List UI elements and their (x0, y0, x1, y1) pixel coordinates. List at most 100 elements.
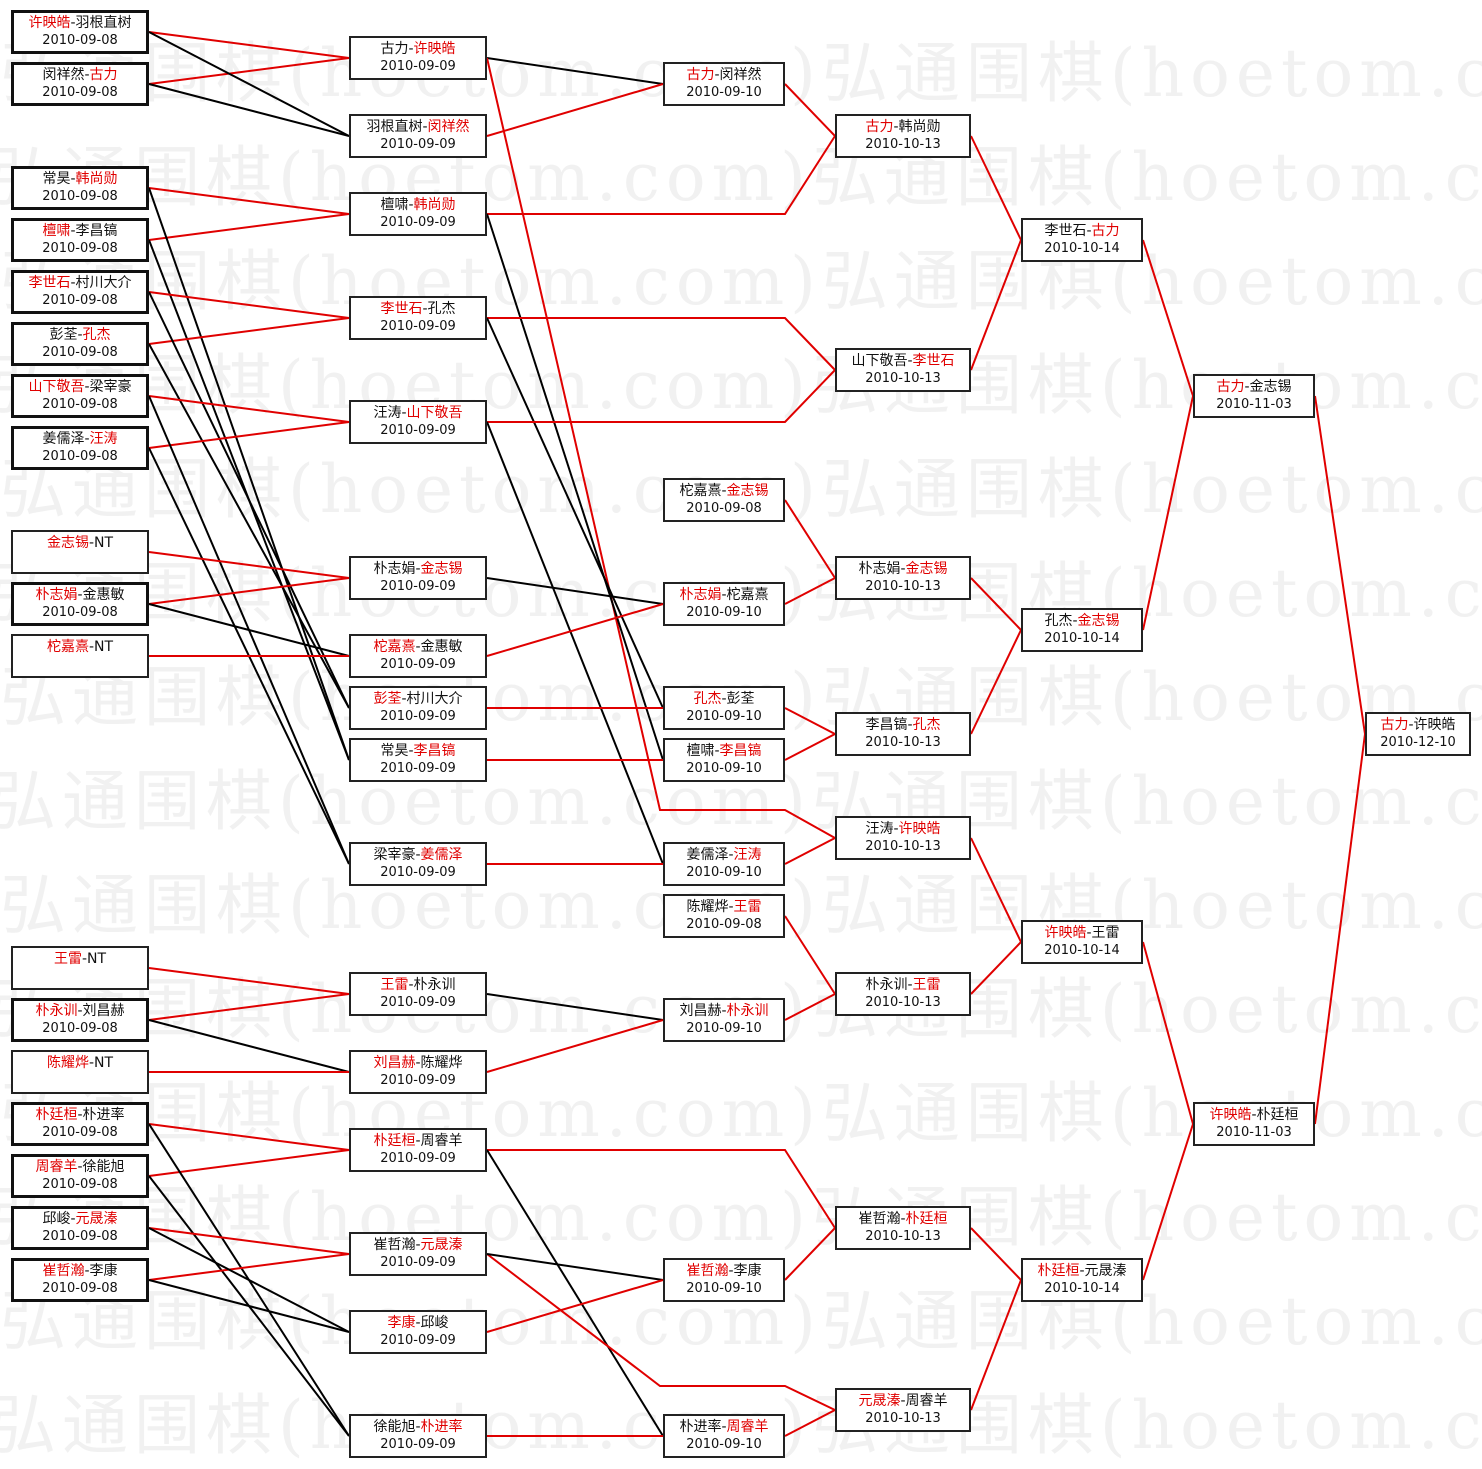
match-box: 崔哲瀚-李康 2010-09-10 (663, 1258, 785, 1302)
separator: - (88, 1055, 95, 1071)
loser-name: 柁嘉熹 (679, 483, 722, 499)
match-players: 许映皓-羽根直树 (14, 14, 146, 32)
match-players: 朴志娟-金志锡 (837, 560, 969, 578)
separator: - (900, 1211, 906, 1227)
separator: - (1079, 1263, 1085, 1279)
winner-advance-line (486, 57, 836, 839)
match-box: 山下敬吾-李世石 2010-10-13 (835, 348, 971, 392)
match-date: 2010-10-14 (1044, 631, 1120, 646)
separator: - (415, 561, 421, 577)
loser-name: 姜儒泽 (686, 847, 729, 863)
loser-advance-line (148, 187, 350, 761)
separator: - (728, 847, 734, 863)
loser-name: 王雷 (1091, 925, 1120, 941)
separator: - (422, 301, 428, 317)
loser-advance-line (486, 1253, 664, 1281)
separator: - (900, 1393, 906, 1409)
loser-name: 邱峻 (42, 1211, 71, 1227)
winner-advance-line (148, 551, 350, 579)
loser-name: 金惠敏 (82, 587, 125, 603)
loser-name: 朴永训 (413, 977, 456, 993)
loser-name: 村川大介 (406, 691, 463, 707)
winner-advance-line (784, 577, 836, 605)
match-players: 古力-许映皓 (351, 40, 485, 58)
winner-name: 古力 (89, 67, 118, 83)
loser-name: NT (94, 1055, 114, 1071)
match-players: 徐能旭-朴进率 (351, 1418, 485, 1436)
winner-advance-line (970, 239, 1022, 371)
loser-name: 孔杰 (1044, 613, 1073, 629)
winner-name: 金志锡 (1077, 613, 1120, 629)
loser-name: NT (94, 535, 114, 551)
match-box: 汪涛-山下敬吾 2010-09-09 (349, 400, 487, 444)
winner-advance-line (1314, 733, 1366, 1125)
winner-advance-line (1142, 941, 1194, 1125)
match-players: 梁宰豪-姜儒泽 (351, 846, 485, 864)
separator: - (415, 1055, 421, 1071)
winner-advance-line (148, 1253, 350, 1281)
match-date: 2010-09-08 (686, 501, 762, 516)
loser-advance-line (148, 291, 350, 709)
match-players: 古力-金志锡 (1195, 378, 1313, 396)
match-players: 姜儒泽-汪涛 (14, 430, 146, 448)
separator: - (907, 353, 913, 369)
match-box: 刘昌赫-陈耀烨 2010-09-09 (349, 1050, 487, 1094)
winner-advance-line (487, 1149, 836, 1229)
loser-name: 韩尚勋 (898, 119, 941, 135)
winner-advance-line (970, 577, 1022, 631)
match-players: 朴志娟-柁嘉熹 (665, 586, 783, 604)
loser-name: 金惠敏 (420, 639, 463, 655)
winner-name: 朴永训 (35, 1003, 78, 1019)
winner-name: 许映皓 (413, 41, 456, 57)
match-players: 许映皓-朴廷桓 (1195, 1106, 1313, 1124)
match-players: 朴志娟-金惠敏 (14, 586, 146, 604)
match-players: 陈耀烨-王雷 (665, 898, 783, 916)
match-date: 2010-09-08 (42, 1177, 118, 1192)
match-box: 崔哲瀚-元晟溱 2010-09-09 (349, 1232, 487, 1276)
winner-name: 古力 (1091, 223, 1120, 239)
loser-name: 柁嘉熹 (726, 587, 769, 603)
loser-name: 闵祥然 (719, 67, 762, 83)
loser-name: 徐能旭 (82, 1159, 125, 1175)
loser-name: 汪涛 (373, 405, 402, 421)
winner-name: 元晟溱 (858, 1393, 901, 1409)
match-box: 李世石-村川大介 2010-09-08 (11, 270, 149, 314)
match-date: 2010-09-10 (686, 85, 762, 100)
match-players: 李世石-孔杰 (351, 300, 485, 318)
loser-name: 山下敬吾 (851, 353, 908, 369)
match-players: 周睿羊-徐能旭 (14, 1158, 146, 1176)
match-date: 2010-09-09 (380, 995, 456, 1010)
winner-name: 朴廷桓 (1037, 1263, 1080, 1279)
winner-name: 李昌镐 (719, 743, 762, 759)
loser-advance-line (486, 993, 664, 1021)
loser-name: 刘昌赫 (82, 1003, 125, 1019)
match-box: 朴进率-周睿羊 2010-09-10 (663, 1414, 785, 1458)
winner-name: 朴志娟 (679, 587, 722, 603)
loser-name: 陈耀烨 (686, 899, 729, 915)
match-date: 2010-09-09 (380, 137, 456, 152)
separator: - (714, 743, 720, 759)
winner-name: 山下敬吾 (406, 405, 463, 421)
winner-name: 崔哲瀚 (42, 1263, 85, 1279)
separator: - (900, 561, 906, 577)
match-box: 朴廷桓-朴进率 2010-09-08 (11, 1102, 149, 1146)
winner-advance-line (486, 1279, 664, 1333)
loser-advance-line (148, 1019, 350, 1073)
separator: - (70, 15, 76, 31)
winner-name: 李昌镐 (413, 743, 456, 759)
loser-name: 闵祥然 (42, 67, 85, 83)
match-box: 檀啸-韩尚勋 2010-09-09 (349, 192, 487, 236)
winner-advance-line (784, 707, 836, 735)
winner-name: 汪涛 (733, 847, 762, 863)
winner-name: 孔杰 (912, 717, 941, 733)
match-date: 2010-09-09 (380, 215, 456, 230)
match-date: 2010-09-10 (686, 1437, 762, 1452)
match-date: 2010-09-09 (380, 761, 456, 776)
separator: - (70, 275, 76, 291)
winner-advance-line (784, 83, 836, 137)
match-date: 2010-09-09 (380, 865, 456, 880)
winner-name: 山下敬吾 (28, 379, 85, 395)
match-box: 朴志娟-金志锡 2010-09-09 (349, 556, 487, 600)
match-date: 2010-09-08 (42, 1125, 118, 1140)
match-box: 梁宰豪-姜儒泽 2010-09-09 (349, 842, 487, 886)
